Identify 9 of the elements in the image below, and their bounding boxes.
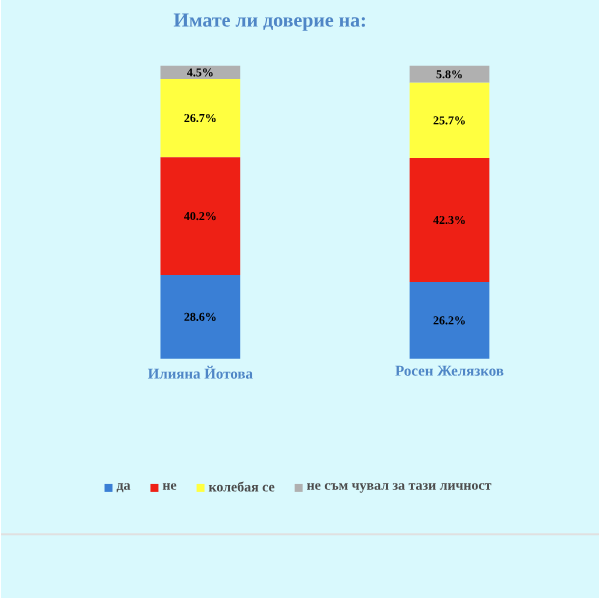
bar: [409, 65, 490, 83]
bar: [409, 158, 490, 283]
bar: [160, 157, 241, 275]
bar: [160, 65, 241, 79]
bar: [409, 282, 490, 359]
bar: [409, 82, 490, 159]
bar: [160, 78, 241, 158]
bar: [160, 274, 241, 359]
chart-title: Имате ли доверие на:: [173, 13, 365, 31]
